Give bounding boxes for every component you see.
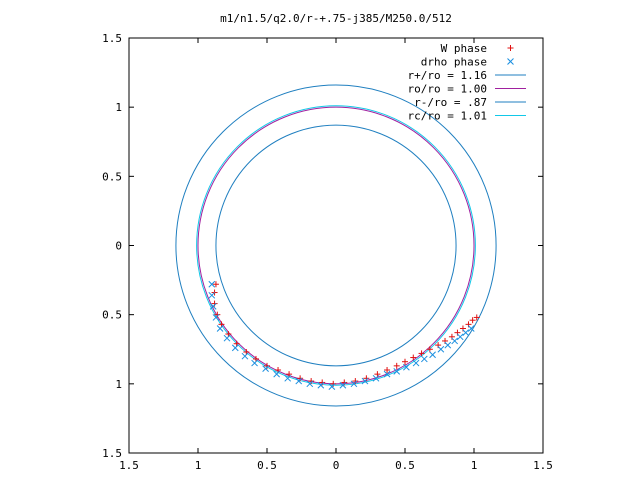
- x-tick-label: 1.5: [119, 459, 139, 472]
- w-phase-point: [233, 340, 240, 347]
- y-tick-label: 0: [115, 240, 122, 253]
- drho-phase-point: [403, 363, 410, 371]
- w-phase-point: [212, 281, 219, 288]
- w-phase-point: [442, 337, 449, 344]
- w-phase-point: [384, 367, 391, 373]
- drho-phase-point: [412, 359, 420, 367]
- drho-phase-point: [306, 380, 314, 388]
- drho-phase-point: [231, 344, 239, 352]
- drho-phase-point: [241, 352, 249, 360]
- drho-phase-point: [444, 341, 452, 349]
- drho-phase-point: [361, 377, 369, 385]
- x-tick-label: 0.5: [395, 459, 415, 472]
- w-phase-point: [218, 321, 225, 328]
- w-phase-point: [393, 362, 400, 369]
- x-tick-label: 1: [471, 459, 478, 472]
- reference-circle: [197, 106, 475, 385]
- x-tick-label: 0: [333, 459, 340, 472]
- legend-label: r-/ro = .87: [414, 96, 487, 109]
- reference-circle: [215, 124, 457, 367]
- drho-phase-point: [212, 314, 220, 321]
- w-phase-point: [454, 329, 461, 336]
- drho-phase-point: [262, 365, 269, 372]
- drho-phase-point: [372, 374, 380, 382]
- drho-phase-point: [339, 381, 347, 389]
- drho-phase-point: [273, 370, 281, 378]
- y-tick-label: 1: [115, 378, 122, 391]
- w-phase-point: [459, 325, 466, 332]
- w-phase-point: [418, 350, 425, 357]
- drho-phase-point: [451, 337, 459, 345]
- y-tick-label: 1.5: [102, 447, 122, 460]
- x-tick-label: 0.5: [257, 459, 277, 472]
- w-phase-point: [469, 317, 476, 324]
- w-phase-point: [275, 367, 282, 373]
- w-phase-point: [286, 371, 293, 378]
- y-tick-label: 1: [115, 101, 122, 114]
- w-phase-point: [473, 314, 480, 321]
- w-phase-point: [225, 331, 232, 338]
- legend-label: r+/ro = 1.16: [408, 69, 487, 82]
- drho-phase-point: [223, 334, 231, 342]
- axis-ticks: [128, 37, 544, 454]
- w-phase-point: [410, 354, 417, 361]
- reference-circle: [196, 105, 476, 386]
- drho-phase-point: [467, 325, 475, 332]
- y-tick-label: 1.5: [102, 32, 122, 45]
- legend-label: drho phase: [421, 56, 487, 69]
- y-tick-label: 0.5: [102, 309, 122, 322]
- y-tick-label: 0.5: [102, 170, 122, 183]
- x-tick-label: 1: [195, 459, 202, 472]
- reference-circle: [175, 84, 497, 407]
- drho-phase-point: [208, 291, 216, 299]
- legend-marker: [507, 45, 514, 51]
- w-phase-point: [448, 333, 455, 340]
- drho-phase-point: [317, 381, 325, 389]
- drho-phase-point: [462, 329, 470, 337]
- drho-phase-point: [284, 374, 292, 382]
- reference-circles: [175, 84, 497, 407]
- drho-phase-point: [420, 355, 428, 363]
- legend-label: rc/ro = 1.01: [408, 110, 487, 123]
- x-axis-tick-labels: 1.5 1 0.5 0 0.5 1 1.5: [119, 459, 553, 472]
- phase-points: [208, 280, 480, 390]
- drho-phase-point: [295, 377, 303, 385]
- y-axis-tick-labels: 1.5 1 0.5 0 0.5 1 1.5: [102, 32, 122, 460]
- drho-phase-point: [208, 280, 216, 288]
- w-phase-point: [243, 349, 250, 356]
- w-phase-point: [374, 371, 381, 378]
- drho-phase-point: [456, 333, 464, 341]
- x-tick-label: 1.5: [533, 459, 553, 472]
- w-phase-point: [252, 355, 259, 362]
- drho-phase-point: [251, 359, 258, 367]
- legend-label: W phase: [441, 42, 487, 55]
- drho-phase-point: [350, 380, 358, 388]
- drho-phase-point: [437, 345, 445, 353]
- w-phase-point: [465, 321, 472, 328]
- drho-phase-point: [209, 303, 217, 310]
- drho-phase-point: [393, 368, 401, 375]
- drho-phase-point: [383, 370, 391, 378]
- chart-title: m1/n1.5/q2.0/r-+.75-j385/M250.0/512: [220, 12, 452, 25]
- legend-label: ro/ro = 1.00: [408, 83, 487, 96]
- drho-phase-point: [429, 351, 436, 359]
- legend-marker: [507, 58, 514, 65]
- drho-phase-point: [216, 325, 224, 332]
- w-phase-point: [426, 346, 433, 353]
- w-phase-point: [402, 358, 408, 365]
- drho-phase-point: [328, 383, 336, 390]
